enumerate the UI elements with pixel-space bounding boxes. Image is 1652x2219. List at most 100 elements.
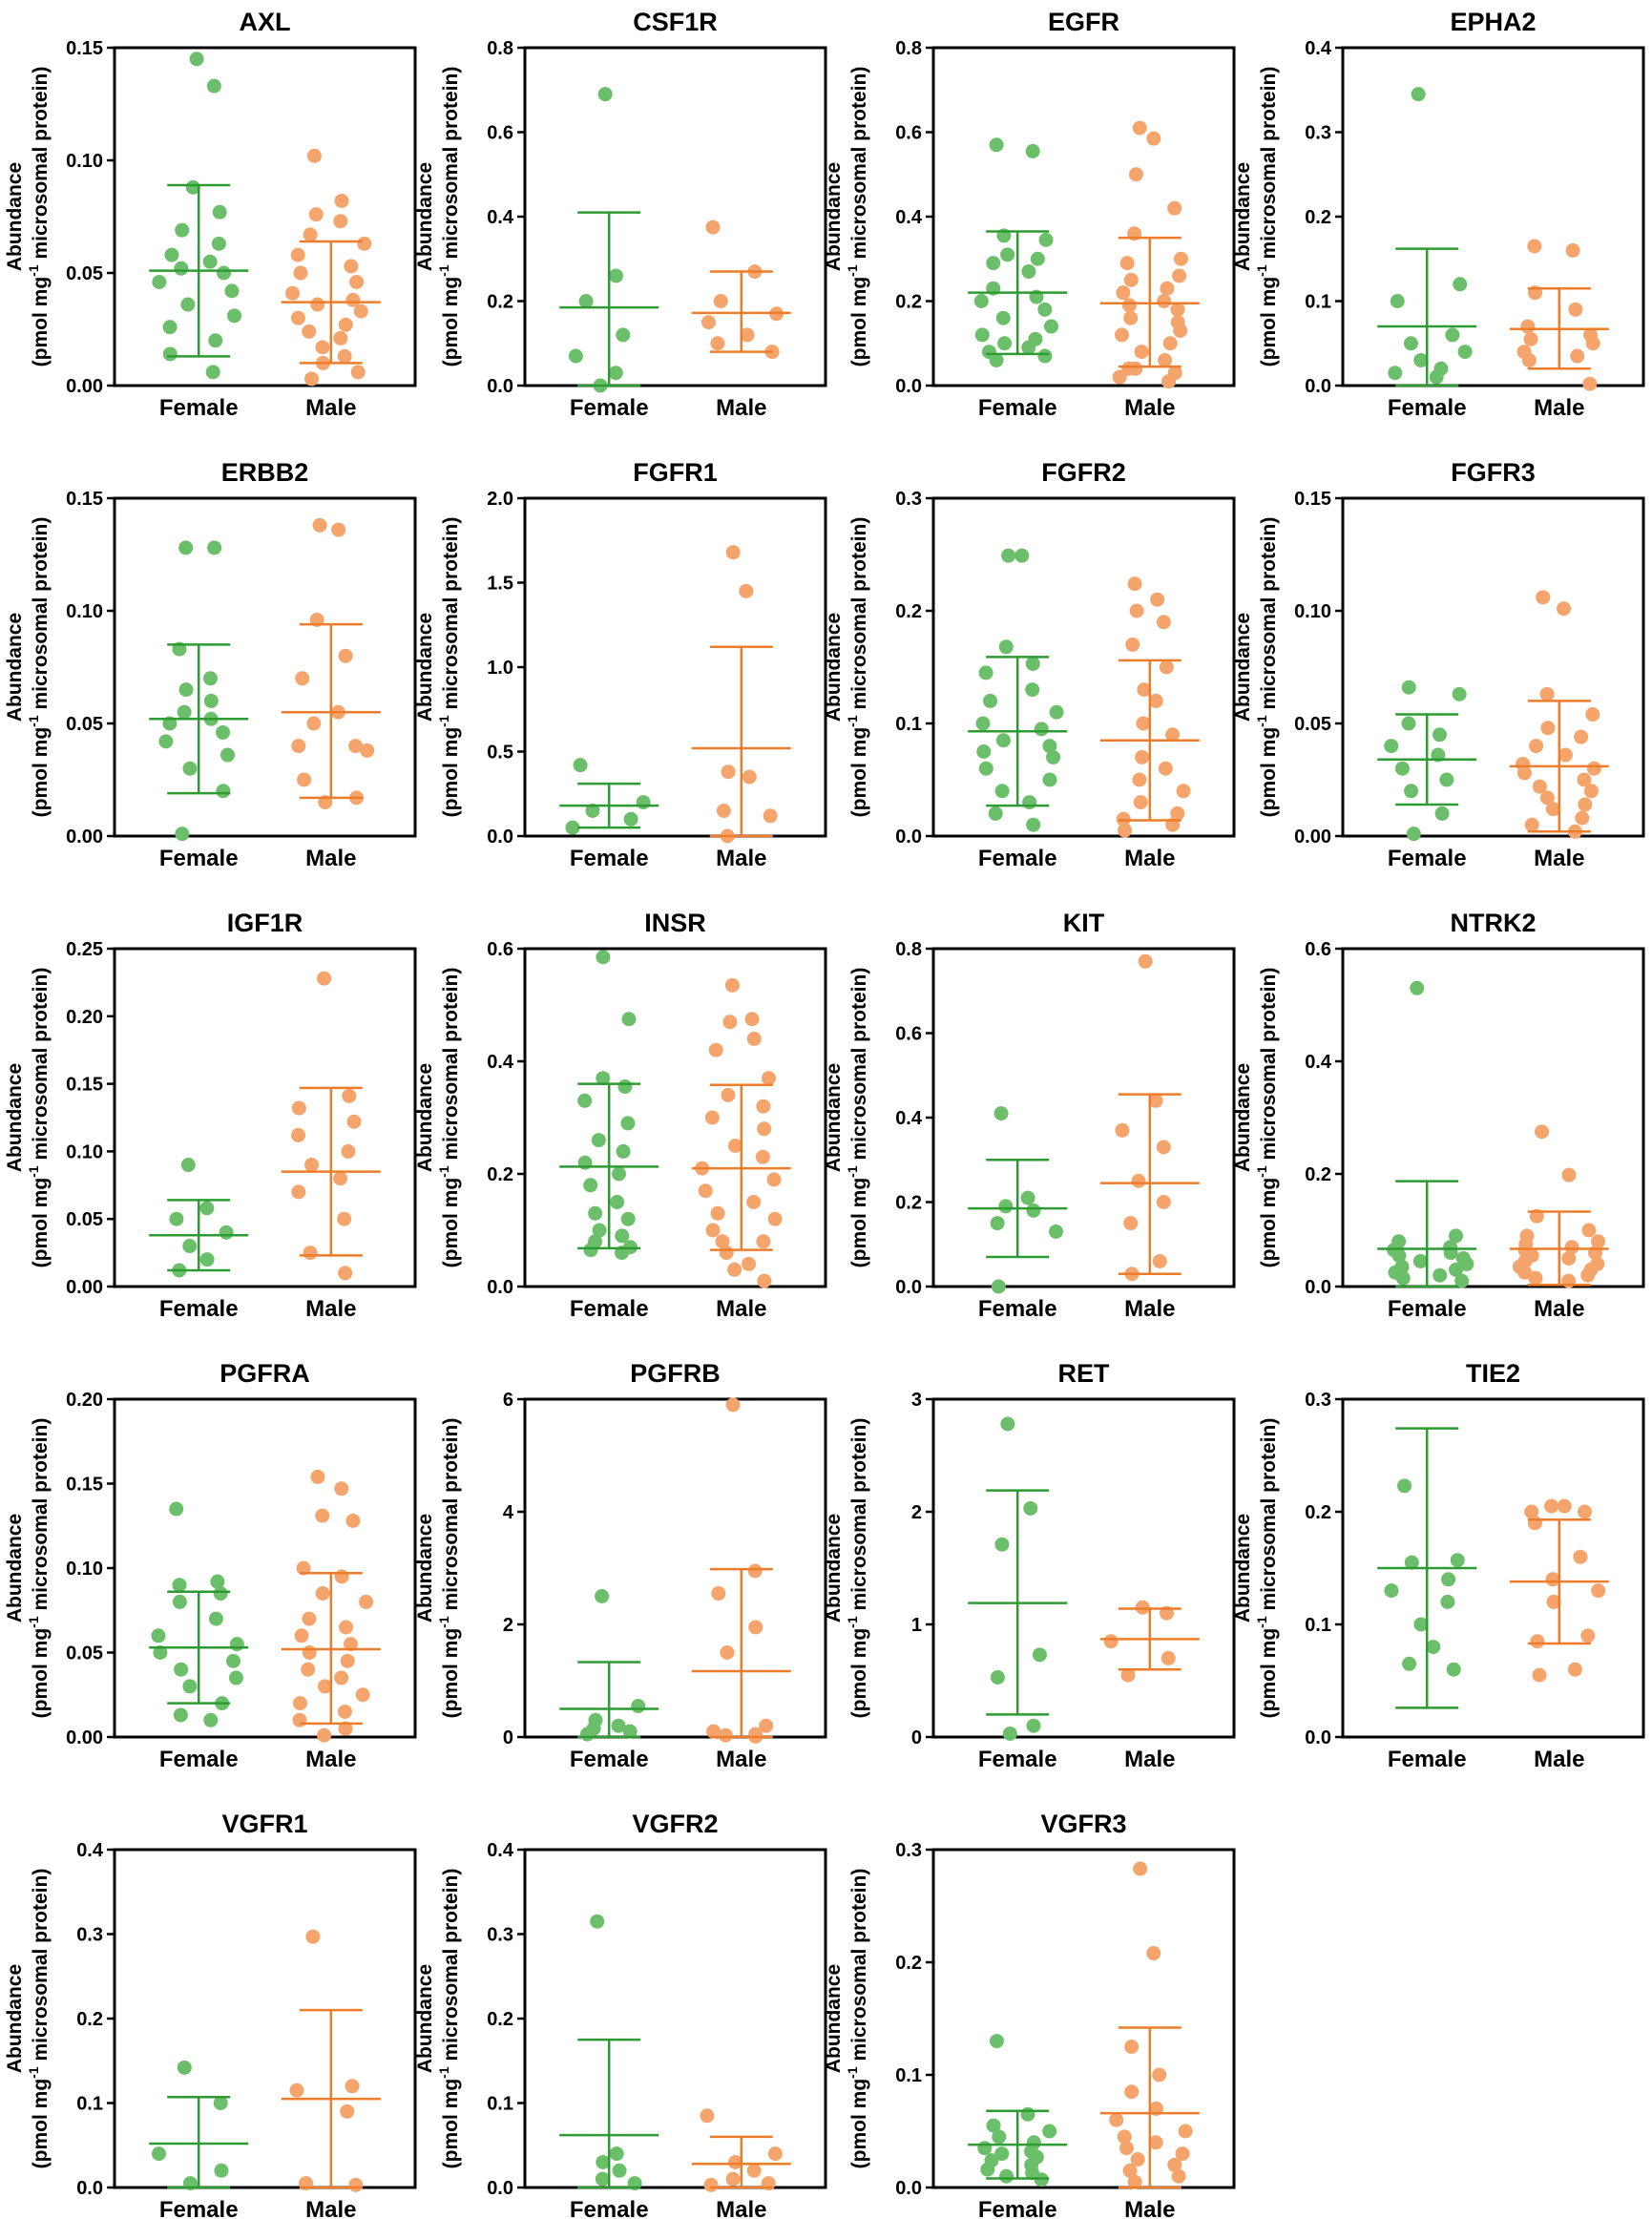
data-point [1539,686,1555,701]
data-point [318,1679,333,1694]
series-female [559,1914,659,2191]
data-point [1132,772,1147,787]
data-point [304,371,320,387]
data-point [725,1397,741,1413]
series-male [281,148,381,387]
y-label-line1: Abundance [4,162,26,271]
chart-title: FGFR3 [1451,458,1536,487]
series-female [149,540,249,842]
y-axis-label: Abundance(pmol mg-1 microsomal protein) [4,968,52,1268]
data-point [1406,827,1421,842]
plot-frame [931,46,1236,387]
data-point [1025,682,1040,698]
data-point [1450,1553,1465,1568]
data-point [333,1171,348,1186]
chart-title: INSR [644,909,706,937]
x-category-label: Male [1534,1747,1584,1772]
y-label-line2: (pmol mg-1 microsomal protein) [1254,968,1280,1268]
data-point [1162,336,1178,351]
data-point [611,1718,626,1733]
y-tick-label: 0.00 [66,376,103,397]
data-point [1453,277,1468,292]
chart-vgfr2: VGFR2 Abundance(pmol mg-1 microsomal prot… [414,1810,827,2219]
data-point [1539,790,1555,806]
y-label-line1: Abundance [823,162,845,271]
y-axis-label: Abundance(pmol mg-1 microsomal protein) [1232,67,1280,367]
y-axis-label: Abundance(pmol mg-1 microsomal protein) [823,968,870,1268]
data-point [305,1929,321,1944]
data-point [595,1589,610,1603]
data-point [308,207,324,222]
data-point [1524,817,1539,832]
data-point [1404,784,1419,799]
y-tick-label: 0.2 [1305,1164,1331,1185]
data-point [1441,1572,1456,1587]
data-point [169,1211,184,1226]
data-point [990,1216,1005,1231]
data-point [973,294,989,308]
data-point [978,761,993,776]
data-point [612,2163,627,2178]
y-tick-label: 0.4 [487,1840,514,1861]
y-axis-label: Abundance(pmol mg-1 microsomal protein) [414,67,462,367]
data-point [988,806,1003,821]
data-point [182,761,198,776]
y-tick-label: 0.15 [66,489,103,510]
y-tick-label: 0.15 [66,1475,103,1496]
data-point [616,327,631,343]
series-female [968,548,1068,832]
data-point [315,1586,330,1601]
y-tick-label: 1.0 [487,658,513,679]
y-tick-label: 0.2 [895,292,922,313]
data-point [1167,200,1182,216]
x-category-label: Female [159,846,239,871]
x-category-label: Female [159,2197,239,2219]
data-point [1546,1594,1561,1609]
data-point [1532,1667,1547,1683]
data-point [1524,1504,1539,1519]
data-point [705,220,721,235]
data-point [1117,2129,1132,2145]
x-category-label: Male [305,846,356,871]
data-point [1567,1662,1582,1677]
x-category-label: Female [1388,395,1467,421]
chart-title: VGFR3 [1040,1810,1126,1838]
data-point [1544,1498,1559,1514]
data-point [1152,2067,1167,2083]
chart-axl: AXL Abundance(pmol mg-1 microsomal protei… [4,8,417,421]
data-point [180,297,196,312]
data-point [1171,2168,1186,2184]
data-point [1046,749,1061,764]
y-tick-label: 0.6 [487,123,513,144]
plot-frame [1341,46,1645,387]
y-label-line2: (pmol mg-1 microsomal protein) [26,67,52,367]
plot-frame [113,1848,417,2189]
y-tick-label: 0.2 [1305,207,1331,228]
data-point [1148,1093,1163,1108]
data-point [151,2146,166,2162]
data-point [1516,765,1532,781]
data-point [703,2177,719,2192]
data-point [631,1699,646,1714]
data-point [359,1594,374,1609]
x-category-label: Male [716,2197,766,2219]
data-point [998,639,1014,655]
data-point [1138,953,1153,969]
x-category-label: Female [570,395,649,421]
x-category-label: Male [1534,395,1584,421]
data-point [292,1696,307,1711]
y-label-superscript: -1 [1254,1165,1269,1178]
y-label-rest: microsomal protein) [440,1418,462,1617]
data-point [1401,716,1416,731]
data-point [1574,729,1589,744]
series-female [1377,87,1477,387]
data-point [1129,603,1144,618]
series-female [149,1158,249,1278]
data-point [199,1252,215,1267]
data-point [721,764,736,780]
data-point [1014,548,1030,563]
y-label-line2: (pmol mg-1 microsomal protein) [436,517,462,818]
data-point [202,254,218,269]
data-point [1390,294,1405,308]
chart-insr: INSR Abundance(pmol mg-1 microsomal prote… [414,909,827,1322]
